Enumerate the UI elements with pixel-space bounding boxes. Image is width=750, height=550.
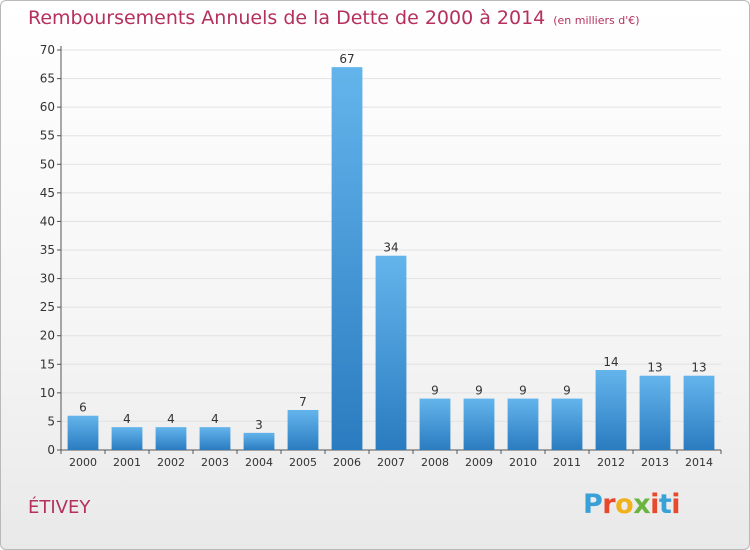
bar-2012 xyxy=(595,370,627,450)
bars xyxy=(67,67,715,451)
y-tick-label: 35 xyxy=(40,243,55,257)
commune-name: ÉTIVEY xyxy=(28,497,91,518)
bar-2007 xyxy=(375,255,407,450)
proxiti-logo: Proxiti xyxy=(583,489,681,520)
x-tick-label-2001: 2001 xyxy=(113,456,141,469)
y-tick-label: 25 xyxy=(40,300,55,314)
y-tick-label: 60 xyxy=(40,100,55,114)
bar-2008 xyxy=(419,398,451,450)
data-label-2002: 4 xyxy=(167,412,175,426)
bar-2011 xyxy=(551,398,583,450)
data-label-2010: 9 xyxy=(519,384,527,398)
y-tick-label: 55 xyxy=(40,129,55,143)
data-label-2009: 9 xyxy=(475,384,483,398)
x-tick-label-2002: 2002 xyxy=(157,456,185,469)
bar-2000 xyxy=(67,415,99,450)
x-tick-labels: 2000 2001 2002 2003 2004 2005 2006 2007 2008 2009… xyxy=(69,456,713,469)
data-labels: 6 4 4 4 3 7 67 34 9 9 9 9 14 13 13 xyxy=(79,52,706,432)
y-tick-labels: 0 5 10 15 20 25 30 35 40 45 50 55 60 65 70 xyxy=(40,43,55,457)
x-tick-label-2008: 2008 xyxy=(421,456,449,469)
bar-2002 xyxy=(155,427,187,450)
data-label-2004: 3 xyxy=(255,418,263,432)
bar-2004 xyxy=(243,432,275,450)
y-tick-label: 10 xyxy=(40,386,55,400)
y-tick-label: 40 xyxy=(40,214,55,228)
data-label-2005: 7 xyxy=(299,395,307,409)
data-label-2011: 9 xyxy=(563,384,571,398)
data-label-2000: 6 xyxy=(79,401,87,415)
data-label-2014: 13 xyxy=(691,361,706,375)
data-label-2007: 34 xyxy=(383,241,398,255)
logo-letter: o xyxy=(615,489,634,520)
logo-letter: t xyxy=(658,489,672,520)
y-tick-label: 30 xyxy=(40,272,55,286)
y-tick-label: 70 xyxy=(40,43,55,57)
x-tick-label-2012: 2012 xyxy=(597,456,625,469)
x-tick-label-2010: 2010 xyxy=(509,456,537,469)
logo-letter: i xyxy=(671,489,681,520)
y-tick-label: 45 xyxy=(40,186,55,200)
bar-2014 xyxy=(683,375,715,450)
x-tick-label-2006: 2006 xyxy=(333,456,361,469)
y-tick-label: 5 xyxy=(47,414,55,428)
chart-unit: (en milliers d'€) xyxy=(553,14,640,27)
data-label-2003: 4 xyxy=(211,412,219,426)
bar-2009 xyxy=(463,398,495,450)
chart-title: Remboursements Annuels de la Dette de 20… xyxy=(28,7,640,29)
logo-letter: x xyxy=(633,489,651,520)
x-tick-label-2005: 2005 xyxy=(289,456,317,469)
bar-2010 xyxy=(507,398,539,450)
x-tick-label-2011: 2011 xyxy=(553,456,581,469)
x-tick-label-2007: 2007 xyxy=(377,456,405,469)
bar-2003 xyxy=(199,427,231,450)
y-tick-label: 65 xyxy=(40,72,55,86)
y-tick-label: 0 xyxy=(47,443,55,457)
logo-letter: r xyxy=(602,489,616,520)
data-label-2012: 14 xyxy=(603,355,618,369)
y-tick-label: 50 xyxy=(40,157,55,171)
y-tick-label: 15 xyxy=(40,357,55,371)
logo-letter: i xyxy=(650,489,659,520)
logo-letter: P xyxy=(583,489,603,520)
data-label-2001: 4 xyxy=(123,412,131,426)
bar-2005 xyxy=(287,410,319,450)
bar-2006 xyxy=(331,67,363,451)
chart-title-text: Remboursements Annuels de la Dette de 20… xyxy=(28,7,546,29)
bar-2013 xyxy=(639,375,671,450)
x-tick-label-2004: 2004 xyxy=(245,456,273,469)
data-label-2006: 67 xyxy=(339,52,354,66)
data-label-2013: 13 xyxy=(647,361,662,375)
x-tick-label-2003: 2003 xyxy=(201,456,229,469)
y-tick-label: 20 xyxy=(40,329,55,343)
data-label-2008: 9 xyxy=(431,384,439,398)
x-tick-label-2013: 2013 xyxy=(641,456,669,469)
bar-2001 xyxy=(111,427,143,450)
x-tick-label-2014: 2014 xyxy=(685,456,713,469)
x-tick-label-2009: 2009 xyxy=(465,456,493,469)
x-tick-label-2000: 2000 xyxy=(69,456,97,469)
